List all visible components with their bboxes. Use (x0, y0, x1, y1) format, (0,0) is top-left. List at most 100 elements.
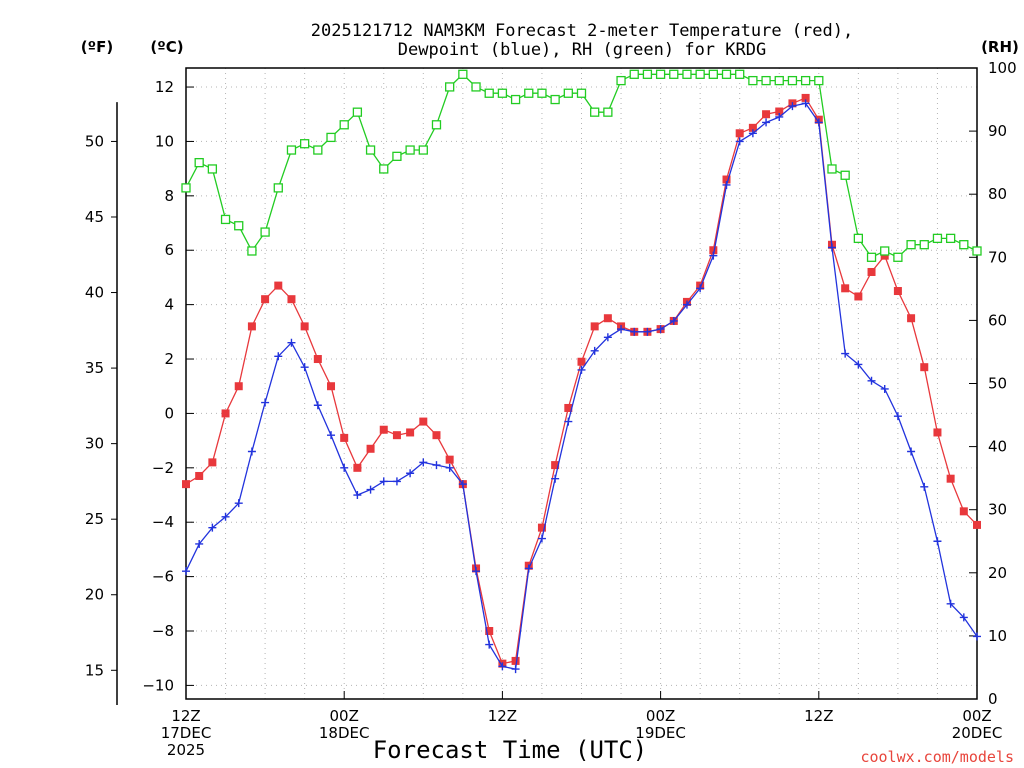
rh-point (405, 145, 415, 155)
rh-point (379, 164, 389, 174)
x-axis-label: Forecast Time (UTC) (373, 736, 648, 764)
dewpoint-point (920, 482, 929, 491)
time-tick-label: 12Z (804, 707, 833, 725)
dewpoint-point (617, 325, 626, 334)
temperature-point (340, 433, 349, 442)
axis-unit-labels: (ºF) (ºC) (RH) (81, 38, 1019, 56)
celsius-tick-label: −6 (152, 568, 174, 586)
rh-point (220, 214, 231, 225)
celsius-tick-label: 12 (155, 78, 174, 96)
temperature-point (801, 93, 810, 102)
rh-tick-label: 10 (988, 627, 1007, 645)
time-tick-label: 12Z (488, 707, 517, 725)
rh-tick-label: 60 (988, 311, 1007, 329)
temperature-point (762, 110, 771, 119)
rh-point (932, 233, 943, 244)
rh-point (576, 88, 587, 98)
dewpoint-point (801, 99, 810, 108)
dewpoint-point (195, 539, 204, 548)
dewpoint-point (524, 564, 533, 573)
dewpoint-point (551, 474, 560, 483)
rh-point (194, 157, 204, 168)
rh-point (906, 240, 916, 250)
dewpoint-point (327, 431, 336, 440)
celsius-tick-label: 10 (155, 132, 174, 150)
chart-axes (116, 67, 978, 706)
rh-point (484, 88, 494, 98)
dewpoint-point (946, 599, 955, 608)
dewpoint-point (366, 485, 375, 494)
rh-point (800, 75, 811, 86)
rh-point (695, 69, 705, 79)
rh-point (827, 164, 837, 174)
dewpoint-point (867, 376, 876, 385)
dewpoint-point (722, 180, 731, 189)
temperature-point (300, 322, 309, 331)
dewpoint-point (392, 477, 401, 486)
rh-point (893, 252, 903, 262)
dewpoint-point (814, 118, 823, 127)
rh-tick-label: 80 (988, 185, 1007, 203)
dewpoint-point (643, 327, 652, 336)
rh-point (735, 69, 745, 79)
rh-point (510, 94, 521, 105)
dewpoint-point (511, 665, 520, 674)
rh-tick-label: 40 (988, 438, 1007, 456)
rh-point (919, 240, 929, 250)
rh-point (616, 75, 626, 86)
credit-link[interactable]: coolwx.com/models (860, 748, 1014, 766)
time-tick-label: 2025 (167, 741, 205, 759)
dewpoint-point (603, 333, 612, 342)
temperature-point (445, 455, 454, 464)
gridlines (186, 68, 977, 699)
temperature-point (261, 295, 270, 304)
temperature-point (379, 425, 388, 434)
temperature-point (709, 246, 718, 255)
temperature-point (353, 463, 362, 472)
fahrenheit-tick-label: 15 (85, 661, 104, 679)
dewpoint-point (590, 346, 599, 355)
dewpoint-point (907, 447, 916, 456)
rh-line (185, 73, 978, 259)
temperature-point (313, 355, 322, 364)
time-tick-label: 00Z (330, 707, 359, 725)
dewpoint-point (274, 352, 283, 361)
celsius-tick-label: 8 (164, 187, 174, 205)
dewpoint-point (748, 129, 757, 138)
rh-point (537, 88, 547, 98)
dewpoint-point (379, 477, 388, 486)
celsius-unit-label: (ºC) (150, 38, 183, 56)
temperature-point (406, 428, 415, 437)
time-tick-label: 17DEC (161, 724, 212, 742)
temperature-point (485, 627, 494, 636)
chart-series (181, 69, 982, 674)
rh-point (655, 69, 666, 79)
temperature-point (577, 357, 586, 366)
rh-unit-label: (RH) (981, 38, 1019, 56)
dewpoint-point (735, 137, 744, 146)
rh-point (603, 107, 613, 117)
temperature-point (893, 287, 902, 296)
rh-point (524, 88, 534, 98)
rh-point (418, 145, 428, 155)
dewpoint-point (893, 412, 902, 421)
dewpoint-point (182, 567, 190, 576)
dewpoint-point (537, 534, 546, 543)
dewpoint-point (669, 316, 678, 325)
temperature-point (933, 428, 942, 437)
dewpoint-point (472, 567, 481, 576)
time-tick-label: 18DEC (319, 724, 370, 742)
fahrenheit-tick-label: 40 (85, 284, 104, 302)
dewpoint-point (300, 363, 309, 372)
rh-point (181, 183, 191, 193)
rh-point (563, 88, 573, 98)
rh-point (721, 69, 732, 79)
dewpoint-point (564, 417, 573, 426)
celsius-tick-label: −10 (142, 676, 174, 694)
dewpoint-point (261, 398, 270, 407)
dewpoint-point (313, 401, 322, 410)
dewpoint-point (656, 325, 665, 334)
temperature-point (946, 474, 955, 483)
rh-point (629, 69, 639, 79)
temperature-point (195, 471, 204, 480)
